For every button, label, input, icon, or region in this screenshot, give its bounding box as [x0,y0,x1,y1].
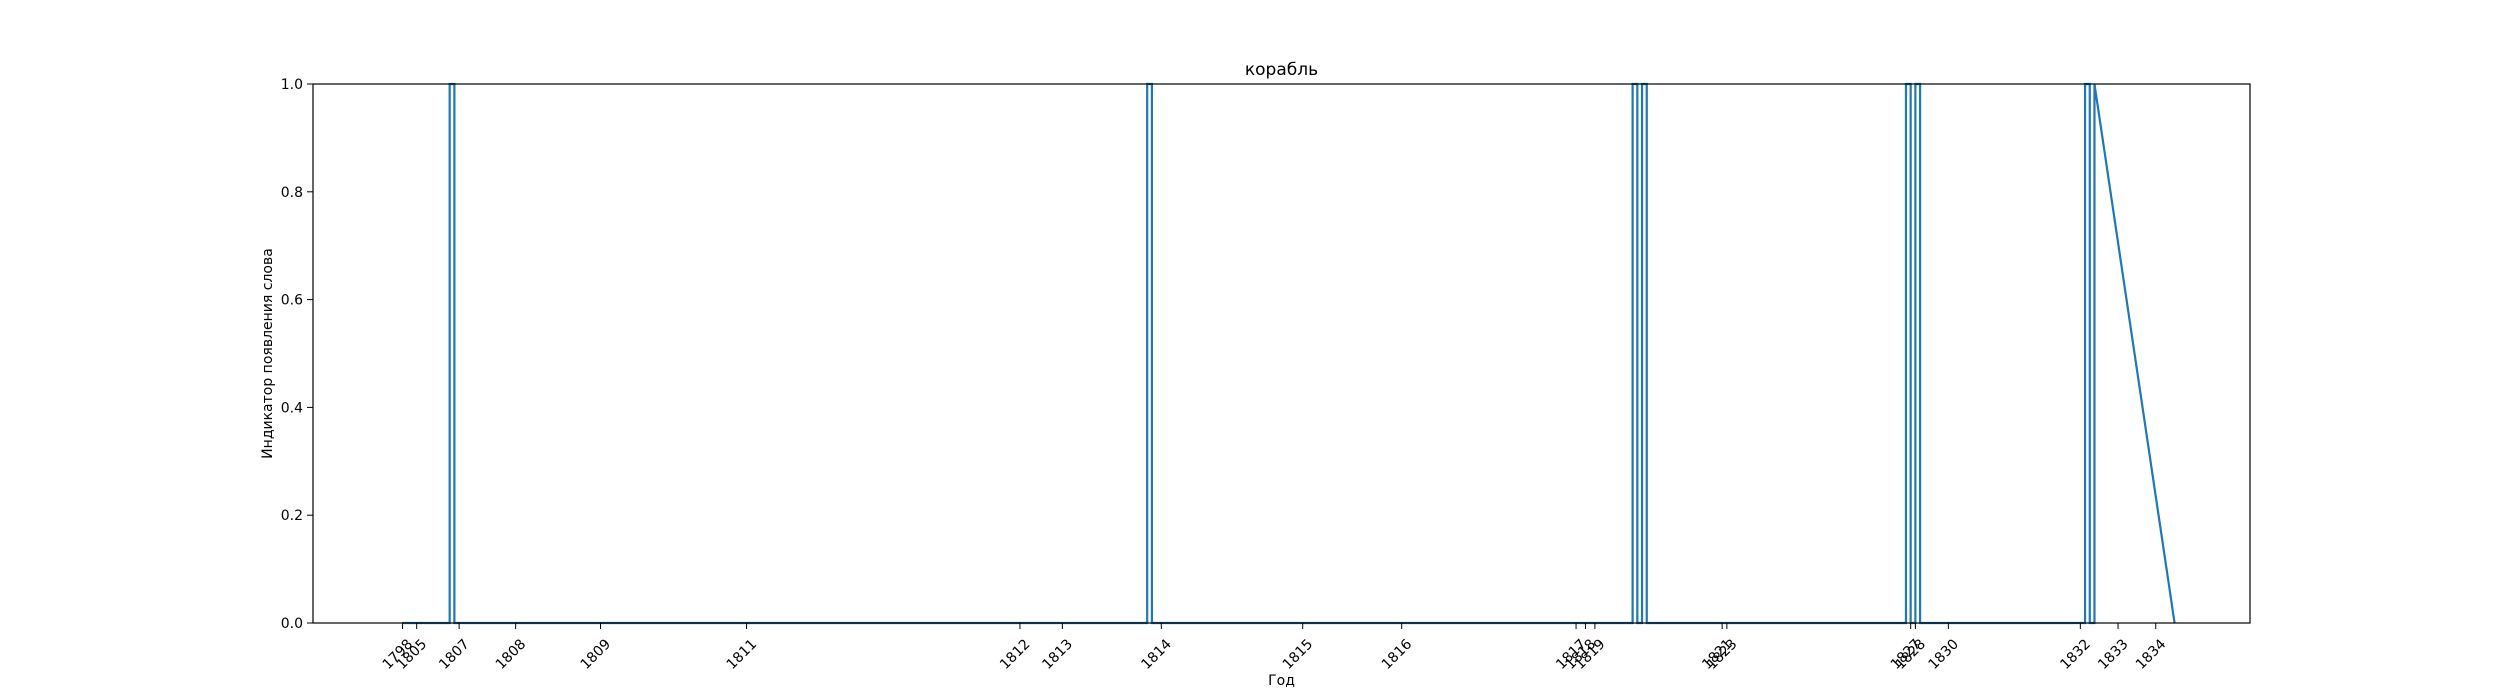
x-tick-label: 1833 [2095,636,2132,673]
x-axis-label: Год [1268,673,1295,689]
y-tick-label: 1.0 [281,77,303,93]
plot-frame [312,83,2251,624]
x-tick-label: 1816 [1379,636,1416,673]
y-tick-label: 0.8 [281,185,303,201]
x-tick-label: 1809 [578,636,615,673]
y-axis-ticks: 0.0 0.2 0.4 0.6 0.8 1.0 [281,77,313,632]
x-tick-label: 1834 [2133,636,2170,673]
y-tick-label: 0.0 [281,616,303,632]
x-tick-label: 1812 [997,636,1034,673]
x-tick-label: 1815 [1280,636,1317,673]
y-tick-label: 0.4 [281,400,303,416]
chart-title: корабль [1245,60,1318,80]
x-tick-label: 1832 [2057,636,2094,673]
x-tick-label: 1807 [436,636,473,673]
y-axis-label: Индикатор появления слова [260,248,276,459]
x-tick-label: 1808 [493,636,530,673]
x-tick-label: 1811 [724,636,761,673]
y-tick-label: 0.2 [281,508,303,524]
x-tick-label: 1814 [1138,636,1175,673]
y-tick-label: 0.6 [281,293,303,309]
plot-area [402,82,2176,625]
x-tick-label: 1830 [1925,636,1962,673]
x-tick-label: 1813 [1039,636,1076,673]
series-line-0 [402,82,2176,625]
